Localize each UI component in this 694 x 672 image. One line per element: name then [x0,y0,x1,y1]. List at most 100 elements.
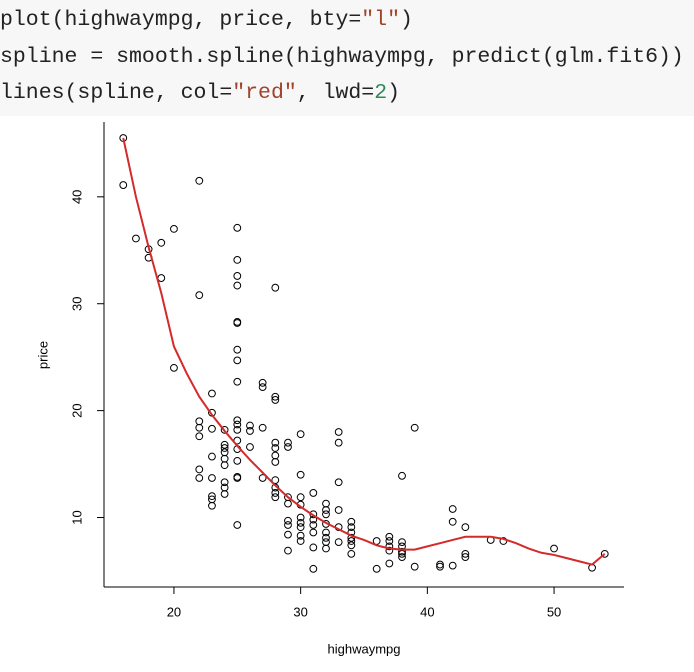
point [220,490,229,498]
point [220,448,229,457]
point [385,542,394,551]
point [195,423,204,432]
point [233,456,242,465]
point [448,517,457,526]
point [220,444,229,452]
point [246,443,254,451]
point [436,560,444,569]
point [296,513,305,522]
point [461,553,470,561]
point [208,492,216,501]
point [410,423,419,432]
point [220,454,229,463]
point [309,489,318,497]
point [233,425,242,434]
point [398,471,406,480]
point [347,517,356,526]
point [208,389,216,398]
code-token: 2 [374,81,388,105]
point [271,451,280,460]
point [208,452,216,461]
point [461,523,470,532]
point [220,461,229,470]
point [157,238,166,247]
point [448,561,457,570]
point [195,291,204,300]
point [385,559,394,568]
point [233,272,242,280]
point [334,478,343,487]
point [448,505,457,513]
point [233,255,242,264]
point [309,543,318,552]
point [284,443,292,451]
point [296,493,305,502]
point [309,521,318,529]
point [284,516,292,525]
point [271,392,280,401]
point [233,319,242,327]
point [600,549,609,558]
x-tick-label: 20 [167,604,181,619]
point [284,438,292,447]
point [334,438,343,447]
point [550,544,558,553]
point [398,553,406,561]
point [322,506,330,514]
point [271,476,280,485]
point [170,363,178,372]
point [385,546,394,555]
code-token: lines(spline, col= [0,81,233,105]
x-tick-label: 30 [293,604,307,619]
point [258,383,267,392]
point [233,416,242,425]
point [271,444,280,452]
point [372,564,381,573]
point [296,470,305,479]
point [271,438,280,447]
code-cell: plot(highwaympg, price, bty="l") spline =… [0,0,694,116]
point [233,356,242,365]
code-token: , lwd= [296,81,375,105]
code-token: spline = smooth.spline(highwaympg, predi… [0,44,684,69]
point [385,532,394,541]
point [347,541,356,550]
point [220,425,229,434]
code-token: ) [399,8,413,32]
point [410,562,419,571]
point [296,430,305,439]
point [296,523,305,532]
point [322,533,330,542]
code-token: ) [387,81,400,105]
point [284,546,292,555]
point [461,549,470,558]
point [258,474,267,482]
x-tick-label: 50 [547,604,561,619]
code-line: plot(highwaympg, price, bty="l") [0,6,413,34]
point [195,432,204,441]
code-line: spline = smooth.spline(highwaympg, predi… [0,43,684,71]
point [322,544,330,553]
point [271,493,280,502]
y-tick-label: 10 [69,510,84,524]
point [119,181,128,189]
point [208,501,216,510]
point [233,281,242,290]
point [258,423,267,432]
point [246,421,254,430]
x-tick-label: 40 [420,604,434,619]
point [334,428,343,436]
point [296,531,305,540]
y-tick-label: 30 [69,296,84,310]
point [334,538,343,547]
point [347,537,356,545]
point [132,234,140,243]
point [195,417,204,426]
point [322,538,330,547]
point [258,378,267,387]
code-token: "l" [361,8,400,32]
code-token: "red" [232,81,297,105]
x-axis-label: highwaympg [328,641,401,656]
point [208,424,216,433]
